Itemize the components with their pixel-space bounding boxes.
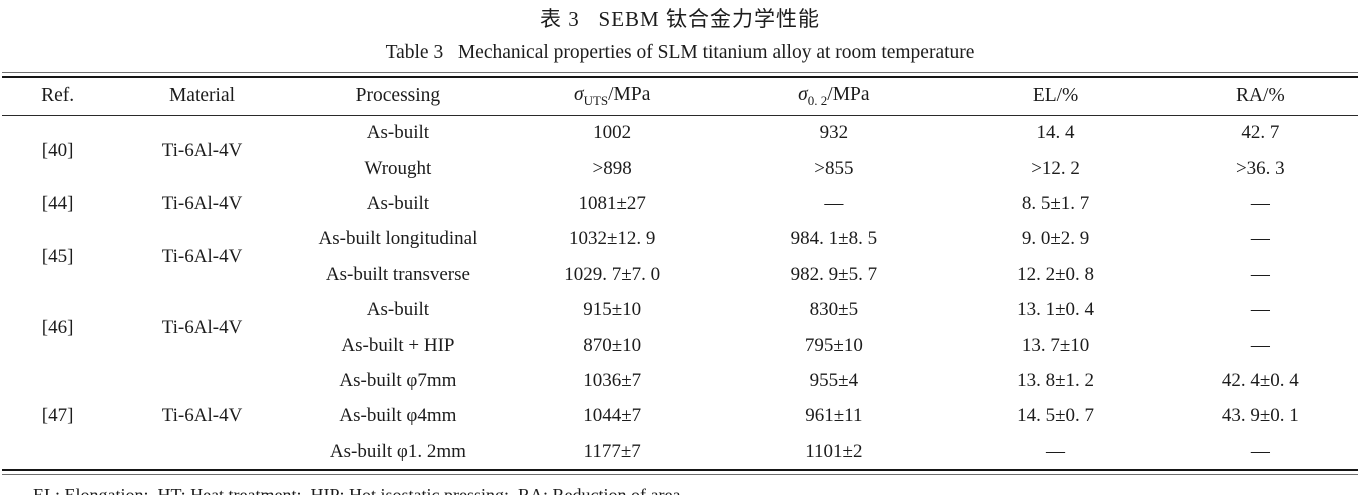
table-row: [45] Ti-6Al-4V As-built longitudinal 103… (2, 222, 1358, 267)
processing-cell: Wrought (364, 157, 432, 179)
uts-cell: 1032±12. 9 (568, 228, 656, 250)
yield-cell: >855 (814, 157, 854, 179)
uts-cell: 1029. 7±7. 0 (564, 263, 661, 285)
ref-cell: [45] (41, 246, 74, 268)
ra-cell: 42. 4±0. 4 (1221, 369, 1299, 391)
ra-cell: — (1250, 192, 1270, 214)
uts-cell: 1036±7 (583, 369, 642, 391)
processing-cell: As-built φ7mm (339, 369, 457, 391)
el-cell: 13. 1±0. 4 (1017, 299, 1095, 321)
yield-cell: 1101±2 (805, 440, 863, 462)
uts-cell: >898 (592, 157, 632, 179)
yield-cell: 795±10 (804, 334, 863, 356)
ref-cell: [40] (41, 139, 74, 161)
sigma-uts-subscript: UTS (583, 92, 609, 108)
bottom-rule-thin (2, 474, 1358, 476)
uts-cell: 915±10 (583, 299, 642, 321)
el-cell: >12. 2 (1031, 157, 1080, 179)
yield-cell: 982. 9±5. 7 (790, 263, 878, 285)
table-top-border (0, 71, 1360, 78)
material-cell: Ti-6Al-4V (161, 316, 243, 338)
processing-cell: As-built φ1. 2mm (329, 440, 466, 462)
uts-cell: 870±10 (583, 334, 642, 356)
processing-cell: As-built φ4mm (339, 405, 457, 427)
ra-cell: — (1250, 334, 1270, 356)
col-header-uts: σUTS/MPa (505, 77, 720, 116)
col-header-yield: σ0. 2/MPa (719, 77, 949, 116)
top-rule-thin (2, 71, 1358, 73)
table-row: As-built φ1. 2mm 1177±7 1101±2 — — (2, 434, 1358, 469)
uts-unit: /MPa (608, 83, 651, 105)
ref-cell: [47] (41, 405, 74, 427)
processing-cell: As-built (366, 299, 430, 321)
ra-cell: — (1250, 299, 1270, 321)
material-cell: Ti-6Al-4V (161, 405, 243, 427)
processing-cell: As-built (366, 192, 430, 214)
el-cell: 8. 5±1. 7 (1021, 192, 1090, 214)
table-row: [40] Ti-6Al-4V As-built 1002 932 14. 4 4… (2, 115, 1358, 161)
ra-cell: — (1250, 228, 1270, 250)
el-cell: 9. 0±2. 9 (1021, 228, 1090, 250)
table-row: Wrought >898 >855 >12. 2 >36. 3 (2, 151, 1358, 186)
col-header-processing: Processing (290, 77, 506, 116)
ra-cell: — (1250, 440, 1270, 462)
uts-cell: 1081±27 (578, 192, 646, 214)
col-header-material: Material (113, 77, 291, 116)
table-row: As-built + HIP 870±10 795±10 13. 7±10 — (2, 328, 1358, 363)
table-footnote: EL: Elongation; HT: Heat treatment; HIP:… (33, 485, 1360, 495)
el-cell: 12. 2±0. 8 (1017, 263, 1095, 285)
yield-cell: — (824, 192, 844, 214)
col-header-ra: RA/% (1162, 77, 1358, 116)
ra-cell: >36. 3 (1235, 157, 1285, 179)
bottom-rule-thick (2, 469, 1358, 472)
col-header-el: EL/% (948, 77, 1163, 116)
yield-cell: 955±4 (809, 369, 859, 391)
uts-cell: 1044±7 (583, 405, 642, 427)
processing-cell: As-built (366, 122, 430, 144)
table-row: As-built transverse 1029. 7±7. 0 982. 9±… (2, 257, 1358, 292)
material-cell: Ti-6Al-4V (161, 139, 243, 161)
material-cell: Ti-6Al-4V (161, 246, 243, 268)
uts-cell: 1177±7 (583, 440, 641, 462)
table-title-english: Table 3 Mechanical properties of SLM tit… (385, 42, 975, 63)
yield-cell: 932 (819, 122, 849, 144)
el-cell: 13. 8±1. 2 (1017, 369, 1095, 391)
properties-table: Ref. Material Processing σUTS/MPa σ0. 2/… (2, 77, 1358, 470)
sigma-02-subscript: 0. 2 (807, 92, 828, 108)
table-bottom-border (0, 469, 1360, 476)
yield-cell: 984. 1±8. 5 (790, 228, 878, 250)
table-header: Ref. Material Processing σUTS/MPa σ0. 2/… (2, 77, 1358, 116)
ra-cell: 43. 9±0. 1 (1221, 405, 1299, 427)
material-cell: Ti-6Al-4V (161, 192, 243, 214)
uts-cell: 1002 (593, 122, 632, 144)
ref-cell: [46] (41, 316, 74, 338)
yield-unit: /MPa (827, 83, 870, 105)
ra-cell: 42. 7 (1241, 122, 1280, 144)
table-row: [46] Ti-6Al-4V As-built 915±10 830±5 13.… (2, 292, 1358, 338)
yield-cell: 961±11 (805, 405, 863, 427)
table-row: As-built φ4mm 1044±7 961±11 14. 5±0. 7 4… (2, 399, 1358, 434)
processing-cell: As-built transverse (325, 263, 470, 285)
yield-cell: 830±5 (809, 299, 859, 321)
processing-cell: As-built + HIP (341, 334, 455, 356)
ra-cell: — (1250, 263, 1270, 285)
top-rule-thick (2, 75, 1358, 78)
el-cell: 13. 7±10 (1021, 334, 1090, 356)
table-row: [47] Ti-6Al-4V As-built φ7mm 1036±7 955±… (2, 363, 1358, 426)
ref-cell: [44] (41, 192, 74, 214)
el-cell: 14. 5±0. 7 (1017, 405, 1095, 427)
header-row: Ref. Material Processing σUTS/MPa σ0. 2/… (2, 77, 1358, 116)
table-body: [40] Ti-6Al-4V As-built 1002 932 14. 4 4… (2, 115, 1358, 469)
el-cell: 14. 4 (1036, 122, 1075, 144)
sigma-symbol: σ (573, 83, 584, 105)
processing-cell: As-built longitudinal (318, 228, 478, 250)
col-header-ref: Ref. (2, 77, 114, 116)
table-title-chinese: 表 3 SEBM 钛合金力学性能 (540, 7, 820, 31)
table-row: [44] Ti-6Al-4V As-built 1081±27 — 8. 5±1… (2, 186, 1358, 221)
sigma-symbol: σ (798, 83, 808, 105)
el-cell: — (1046, 440, 1066, 462)
